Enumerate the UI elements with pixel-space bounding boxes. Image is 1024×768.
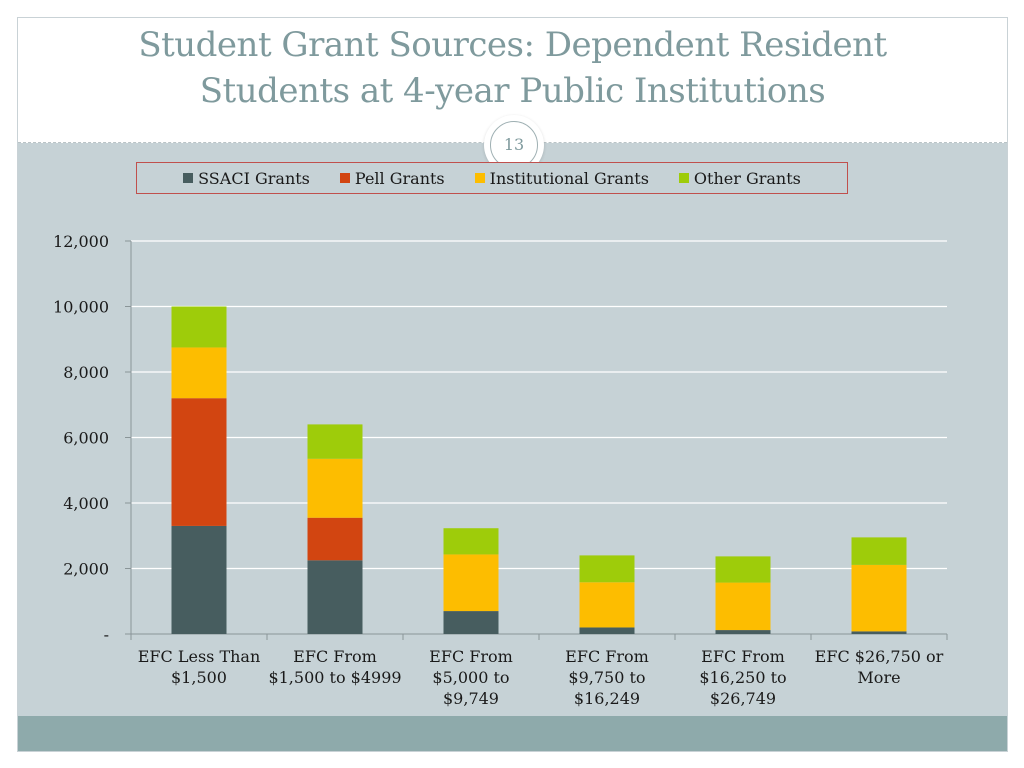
x-tick-label: EFC Less Than $1,500 bbox=[138, 647, 261, 687]
legend-item: Pell Grants bbox=[339, 168, 445, 188]
legend-item: Other Grants bbox=[678, 168, 801, 188]
legend-label: SSACI Grants bbox=[198, 168, 310, 188]
y-tick-label: 12,000 bbox=[53, 232, 109, 251]
bar-institutional-grants-1 bbox=[307, 458, 363, 518]
x-tick-label-line: EFC From bbox=[429, 647, 513, 666]
bar-ssaci-grants-0 bbox=[171, 525, 227, 634]
legend-swatch bbox=[678, 173, 689, 183]
bar-other-grants-1 bbox=[307, 424, 363, 459]
x-tick-label: EFC $26,750 or More bbox=[815, 647, 944, 687]
bar-other-grants-5 bbox=[851, 537, 907, 565]
slide-title: Student Grant Sources: Dependent Residen… bbox=[18, 22, 1007, 114]
y-tick-label: 6,000 bbox=[63, 429, 109, 448]
x-tick-label: EFC From $5,000 to $9,749 bbox=[429, 647, 513, 708]
y-tick-label: 10,000 bbox=[53, 298, 109, 317]
y-tick-label: 4,000 bbox=[63, 494, 109, 513]
bar-other-grants-3 bbox=[579, 555, 635, 583]
slide-title-line-2: Students at 4-year Public Institutions bbox=[199, 71, 826, 111]
bar-ssaci-grants-4 bbox=[715, 630, 771, 634]
x-tick-label: EFC From $1,500 to $4999 bbox=[268, 647, 401, 687]
x-tick-label-line: More bbox=[857, 668, 900, 687]
x-tick-label-line: $9,750 to bbox=[568, 668, 645, 687]
bar-institutional-grants-4 bbox=[715, 582, 771, 631]
bar-pell-grants-1 bbox=[307, 517, 363, 561]
legend-label: Pell Grants bbox=[354, 168, 445, 188]
y-tick-label: 8,000 bbox=[63, 363, 109, 382]
bar-ssaci-grants-1 bbox=[307, 560, 363, 634]
x-tick-label-line: EFC From bbox=[565, 647, 649, 666]
x-tick-label-line: $16,250 to bbox=[699, 668, 786, 687]
x-tick-label-line: EFC From bbox=[701, 647, 785, 666]
bar-ssaci-grants-5 bbox=[851, 631, 907, 634]
x-tick-label-line: EFC Less Than bbox=[138, 647, 261, 666]
legend-item: SSACI Grants bbox=[183, 169, 310, 188]
bar-institutional-grants-3 bbox=[579, 582, 635, 628]
x-tick-label-line: $1,500 bbox=[171, 668, 227, 687]
legend-swatch bbox=[474, 173, 485, 183]
legend-label: Institutional Grants bbox=[489, 168, 649, 188]
footer-bar bbox=[18, 716, 1007, 751]
x-tick-label-line: $5,000 to bbox=[432, 668, 509, 687]
legend-swatch bbox=[339, 173, 350, 183]
x-tick-label-line: EFC $26,750 or bbox=[815, 647, 944, 666]
bar-institutional-grants-0 bbox=[171, 347, 227, 399]
x-tick-label-line: $16,249 bbox=[574, 689, 640, 708]
legend-item: Institutional Grants bbox=[474, 168, 649, 188]
bar-other-grants-2 bbox=[443, 528, 499, 555]
legend-label: Other Grants bbox=[693, 168, 801, 188]
x-tick-label-line: $9,749 bbox=[443, 689, 499, 708]
legend-swatch bbox=[183, 173, 194, 183]
bar-other-grants-0 bbox=[171, 306, 227, 348]
bar-institutional-grants-2 bbox=[443, 554, 499, 612]
bar-ssaci-grants-3 bbox=[579, 627, 635, 634]
bar-other-grants-4 bbox=[715, 556, 771, 583]
chart-legend: SSACI Grants Pell Grants Institutional Gra… bbox=[136, 162, 848, 194]
x-tick-label: EFC From $16,250 to $26,749 bbox=[699, 647, 786, 708]
slide-title-line-1: Student Grant Sources: Dependent Residen… bbox=[138, 25, 887, 65]
x-tick-label-line: $1,500 to $4999 bbox=[268, 668, 401, 687]
bar-ssaci-grants-2 bbox=[443, 611, 499, 634]
bar-institutional-grants-5 bbox=[851, 564, 907, 632]
x-tick-label-line: EFC From bbox=[293, 647, 377, 666]
y-tick-label: 2,000 bbox=[63, 560, 109, 579]
x-tick-label-line: $26,749 bbox=[710, 689, 776, 708]
x-tick-label: EFC From $9,750 to $16,249 bbox=[565, 647, 649, 708]
y-tick-label: - bbox=[104, 625, 109, 644]
bar-pell-grants-0 bbox=[171, 398, 227, 526]
